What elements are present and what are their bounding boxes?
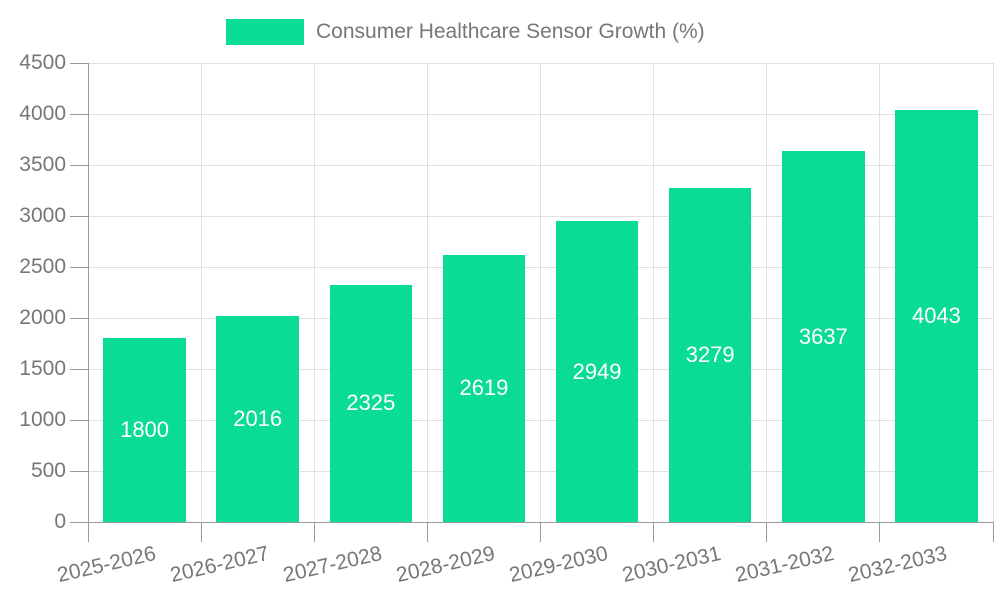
v-gridline xyxy=(653,63,655,522)
bar-value-label: 2619 xyxy=(459,375,509,401)
bar xyxy=(442,254,526,522)
v-gridline xyxy=(766,63,768,522)
bar-value-label: 2325 xyxy=(346,390,396,416)
x-tick-mark xyxy=(879,522,881,542)
bar xyxy=(216,316,299,522)
v-gridline xyxy=(992,63,994,522)
x-axis-line xyxy=(70,521,993,523)
bar xyxy=(555,221,639,522)
x-tick-mark xyxy=(992,522,994,542)
legend-label: Consumer Healthcare Sensor Growth (%) xyxy=(316,20,705,43)
y-tick-mark xyxy=(70,368,88,370)
legend-swatch xyxy=(226,19,304,45)
bar xyxy=(329,284,413,522)
v-gridline xyxy=(426,63,428,522)
v-gridline xyxy=(200,63,202,522)
y-tick-mark xyxy=(70,419,88,421)
x-tick-mark xyxy=(200,522,202,542)
bar xyxy=(782,151,865,522)
x-tick-mark xyxy=(87,522,89,542)
v-gridline xyxy=(313,63,315,522)
y-tick-label: 3500 xyxy=(19,153,66,176)
bar xyxy=(895,109,978,522)
x-tick-mark xyxy=(540,522,541,542)
bar xyxy=(668,187,752,522)
bar-value-label: 2016 xyxy=(233,406,283,432)
y-tick-label: 500 xyxy=(30,459,66,482)
v-gridline xyxy=(540,63,541,522)
y-tick-label: 2000 xyxy=(19,306,66,329)
y-tick-label: 4000 xyxy=(19,102,66,125)
y-tick-label: 3000 xyxy=(19,204,66,227)
y-tick-mark xyxy=(70,113,88,115)
y-tick-mark xyxy=(70,317,88,319)
y-tick-label: 1000 xyxy=(19,408,66,431)
bar-value-label: 1800 xyxy=(120,417,170,443)
y-tick-label: 2500 xyxy=(19,255,66,278)
bar-value-label: 4043 xyxy=(911,302,961,328)
y-tick-mark xyxy=(70,215,88,217)
y-axis-line xyxy=(87,63,89,522)
y-tick-label: 1500 xyxy=(19,357,66,380)
bar-value-label: 2949 xyxy=(572,358,622,384)
x-tick-mark xyxy=(426,522,428,542)
y-tick-label: 0 xyxy=(54,510,66,533)
chart-legend: Consumer Healthcare Sensor Growth (%) xyxy=(226,19,705,45)
bar-value-label: 3637 xyxy=(798,323,848,349)
bar-value-label: 3279 xyxy=(685,341,735,367)
bar xyxy=(103,338,186,522)
y-tick-mark xyxy=(70,164,88,166)
y-tick-mark xyxy=(70,266,88,268)
y-tick-mark xyxy=(70,62,88,64)
y-tick-mark xyxy=(70,470,88,472)
x-tick-mark xyxy=(313,522,315,542)
v-gridline xyxy=(879,63,881,522)
x-tick-mark xyxy=(653,522,655,542)
x-tick-mark xyxy=(766,522,768,542)
y-tick-label: 4500 xyxy=(19,51,66,74)
